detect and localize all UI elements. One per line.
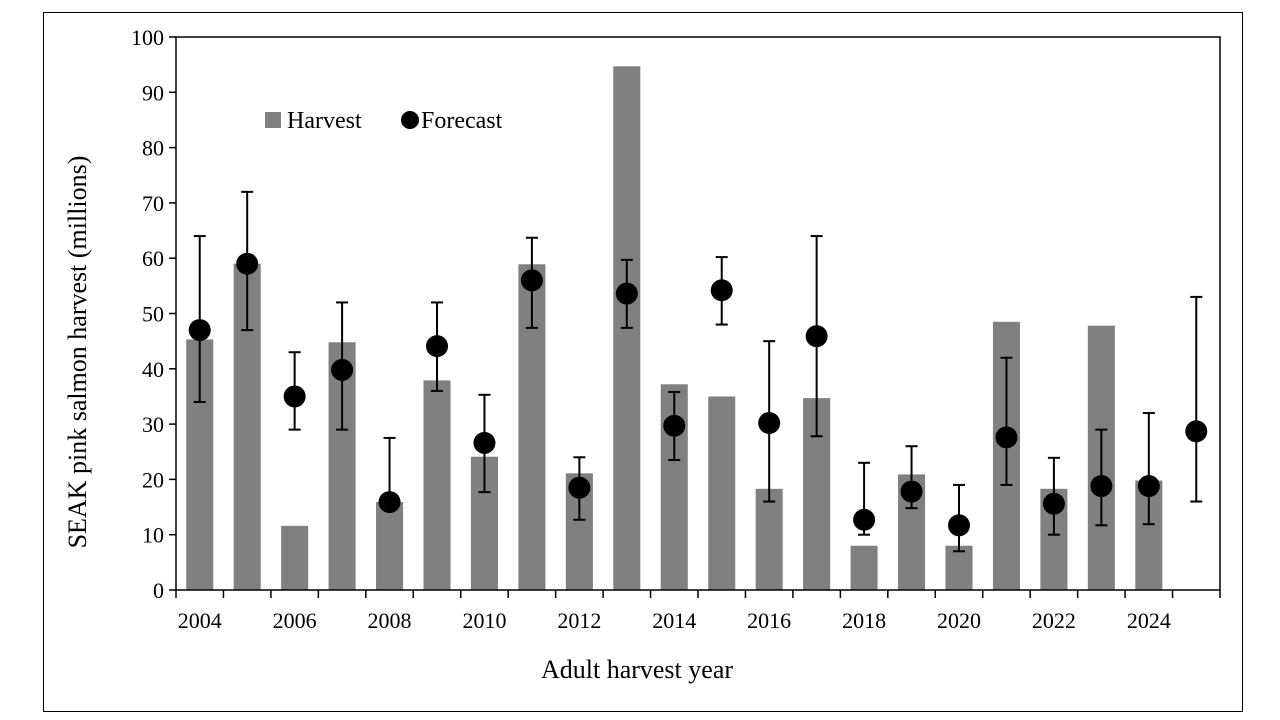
y-tick-label-70: 70 (142, 191, 164, 216)
bar-harvest-2018 (850, 545, 878, 590)
x-tick-label-2020: 2020 (937, 608, 981, 633)
y-axis-title: SEAK pink salmon harvest (millions) (63, 156, 92, 549)
y-tick-label-0: 0 (153, 578, 164, 603)
x-tick-label-2008: 2008 (368, 608, 412, 633)
legend-harvest-swatch (265, 112, 281, 128)
y-tick-label-20: 20 (142, 467, 164, 492)
x-tick-label-2012: 2012 (557, 608, 601, 633)
bar-harvest-2020 (945, 545, 973, 590)
y-tick-label-100: 100 (131, 25, 164, 50)
y-tick-label-50: 50 (142, 302, 164, 327)
chart-frame (43, 12, 1243, 712)
point-forecast-2011 (520, 269, 543, 292)
x-tick-label-2004: 2004 (178, 608, 222, 633)
point-forecast-2024 (1137, 475, 1160, 498)
point-forecast-2021 (995, 426, 1018, 449)
point-forecast-2004 (188, 319, 211, 342)
point-forecast-2009 (426, 335, 448, 358)
y-tick-label-60: 60 (142, 246, 164, 271)
point-forecast-2012 (568, 476, 591, 499)
point-forecast-2015 (710, 279, 733, 302)
point-forecast-2010 (473, 431, 496, 454)
point-forecast-2018 (853, 508, 876, 531)
x-axis-title: Adult harvest year (541, 655, 733, 684)
point-forecast-2008 (378, 491, 401, 514)
point-forecast-2023 (1090, 475, 1113, 498)
y-tick-label-40: 40 (142, 357, 164, 382)
x-tick-label-2010: 2010 (462, 608, 506, 633)
point-forecast-2007 (331, 358, 354, 381)
legend-forecast-marker (401, 111, 419, 129)
x-tick-label-2016: 2016 (747, 608, 791, 633)
y-tick-label-80: 80 (142, 136, 164, 161)
bar-harvest-2006 (281, 525, 309, 590)
point-forecast-2025 (1185, 420, 1208, 443)
bar-harvest-2015 (708, 396, 736, 590)
bar-harvest-2016 (755, 488, 783, 590)
bar-harvest-2009 (423, 380, 451, 590)
legend-harvest-label: Harvest (287, 108, 362, 134)
point-forecast-2014 (663, 414, 686, 437)
x-tick-label-2024: 2024 (1127, 608, 1171, 633)
x-tick-label-2014: 2014 (652, 608, 696, 633)
y-tick-label-90: 90 (142, 80, 164, 105)
point-forecast-2013 (615, 282, 638, 305)
point-forecast-2017 (805, 325, 828, 348)
point-forecast-2016 (758, 411, 781, 434)
x-tick-label-2018: 2018 (842, 608, 886, 633)
point-forecast-2005 (236, 252, 259, 275)
point-forecast-2019 (900, 480, 923, 503)
point-forecast-2020 (948, 514, 970, 537)
point-forecast-2006 (283, 385, 306, 408)
y-tick-label-30: 30 (142, 412, 164, 437)
legend-forecast-label: Forecast (421, 108, 503, 134)
bar-harvest-2008 (376, 502, 404, 590)
point-forecast-2022 (1042, 492, 1065, 515)
x-tick-label-2022: 2022 (1032, 608, 1076, 633)
y-tick-label-10: 10 (142, 523, 164, 548)
x-tick-label-2006: 2006 (273, 608, 317, 633)
